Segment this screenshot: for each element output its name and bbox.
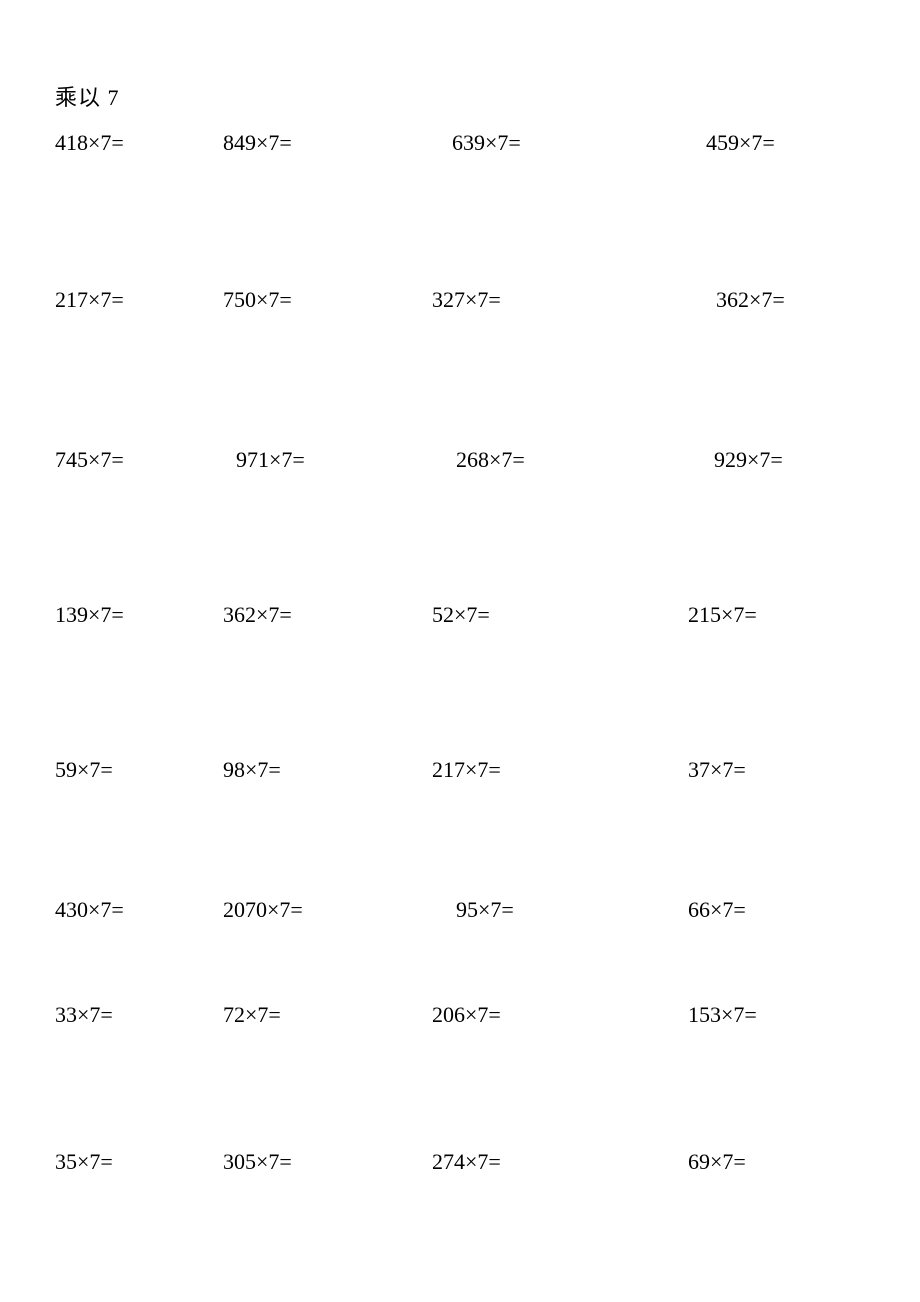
problem-row: 59×7=98×7=217×7=37×7= [55, 757, 865, 897]
problem-cell: 72×7= [220, 1002, 420, 1149]
problem-cell: 639×7= [420, 130, 670, 287]
problem-cell: 430×7= [55, 897, 220, 1002]
problem-row: 430×7=2070×7=95×7=66×7= [55, 897, 865, 1002]
problem-cell: 362×7= [220, 602, 420, 757]
problem-cell: 849×7= [220, 130, 420, 287]
problem-cell: 362×7= [670, 287, 820, 447]
problem-cell: 95×7= [420, 897, 670, 1002]
problem-cell: 327×7= [420, 287, 670, 447]
problem-cell: 139×7= [55, 602, 220, 757]
problem-cell: 750×7= [220, 287, 420, 447]
problem-cell: 745×7= [55, 447, 220, 602]
problem-cell: 971×7= [220, 447, 420, 602]
problem-cell: 206×7= [420, 1002, 670, 1149]
problem-cell: 52×7= [420, 602, 670, 757]
problem-cell: 59×7= [55, 757, 220, 897]
problem-row: 745×7=971×7=268×7=929×7= [55, 447, 865, 602]
problem-cell: 418×7= [55, 130, 220, 287]
problem-cell: 217×7= [420, 757, 670, 897]
problem-cell: 98×7= [220, 757, 420, 897]
problem-grid: 418×7=849×7=639×7=459×7=217×7=750×7=327×… [55, 130, 865, 1149]
problem-row: 217×7=750×7=327×7=362×7= [55, 287, 865, 447]
problem-cell: 929×7= [670, 447, 820, 602]
problem-cell: 459×7= [670, 130, 820, 287]
problem-cell: 215×7= [670, 602, 820, 757]
problem-row: 418×7=849×7=639×7=459×7= [55, 130, 865, 287]
problem-cell: 217×7= [55, 287, 220, 447]
problem-cell: 33×7= [55, 1002, 220, 1149]
problem-cell: 66×7= [670, 897, 820, 1002]
worksheet-title: 乘以 7 [55, 80, 865, 112]
problem-row: 33×7=72×7=206×7=153×7= [55, 1002, 865, 1149]
problem-cell: 2070×7= [220, 897, 420, 1002]
problem-row: 139×7=362×7=52×7=215×7= [55, 602, 865, 757]
problem-cell: 37×7= [670, 757, 820, 897]
problem-cell: 153×7= [670, 1002, 820, 1149]
problem-cell: 268×7= [420, 447, 670, 602]
